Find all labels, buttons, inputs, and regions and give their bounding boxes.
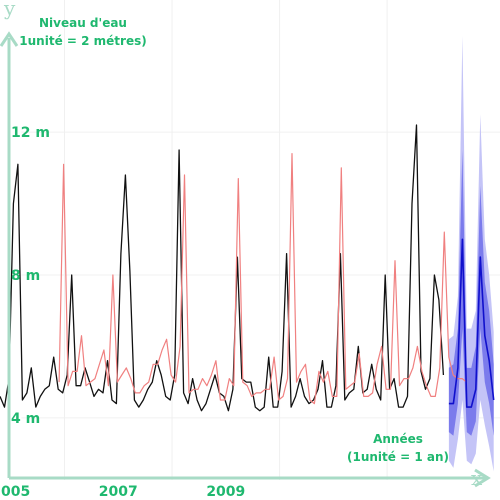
series-layer bbox=[0, 124, 495, 412]
x-axis-title-line2: (1unité = 1 an) bbox=[347, 450, 449, 464]
y-tick-label: 8 m bbox=[11, 268, 40, 284]
series-line-observed bbox=[0, 124, 445, 412]
x-axis-title: Années (1unité = 1 an) bbox=[330, 430, 466, 466]
y-axis-letter: y bbox=[4, 0, 16, 20]
x-tick-label: 2007 bbox=[99, 484, 138, 500]
series-line-forecast bbox=[448, 238, 495, 408]
y-axis-title-line1: Niveau d'eau bbox=[39, 16, 127, 30]
grid-layer bbox=[21, 0, 500, 480]
axes-layer: 4 m 8 m 12 m 2005 2007 2009 bbox=[0, 31, 491, 500]
x-axis-letter: x bbox=[471, 466, 483, 490]
x-tick-label: 2009 bbox=[206, 484, 245, 500]
y-tick-label: 12 m bbox=[11, 125, 50, 141]
y-tick-label: 4 m bbox=[11, 411, 40, 427]
x-axis-arrow bbox=[474, 468, 491, 488]
y-axis-title-line2: 1unité = 2 métres) bbox=[19, 34, 147, 48]
series-line-fitted bbox=[58, 153, 468, 405]
forecast-band-inner bbox=[448, 150, 494, 436]
x-tick-label: 2005 bbox=[0, 484, 30, 500]
x-axis-title-line1: Années bbox=[373, 432, 423, 446]
y-axis-title: Niveau d'eau 1unité = 2 métres) bbox=[18, 14, 148, 50]
y-axis-arrow bbox=[0, 31, 19, 47]
forecast-band-layer bbox=[448, 35, 494, 472]
